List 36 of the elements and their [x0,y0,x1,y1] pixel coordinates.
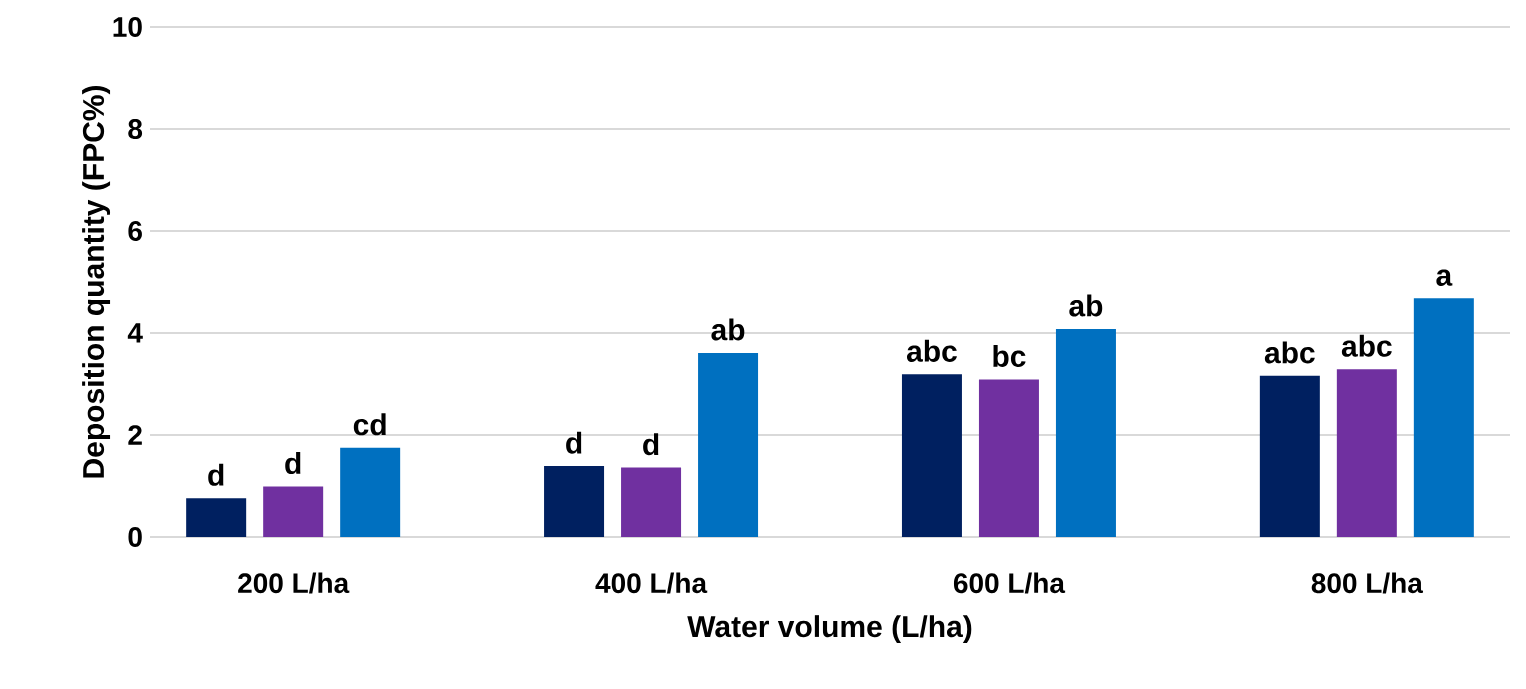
y-tick-label: 8 [128,119,143,139]
bar [901,374,962,537]
data-label: d [643,433,659,456]
x-tick-label: 200 L/ha [238,572,350,594]
bar [263,486,324,537]
data-label: ab [1069,294,1103,317]
x-tick-label: 800 L/ha [1311,572,1424,594]
bar [1336,369,1397,537]
y-axis-title: Deposition quantity (FPC%) [82,85,111,478]
data-label: abc [1341,334,1392,357]
data-label: d [285,452,301,475]
data-label: abc [906,339,957,362]
data-label: d [566,431,582,454]
bar [978,379,1039,537]
y-tick-label: 6 [128,221,142,241]
y-tick-label: 0 [128,527,142,547]
data-label: ab [711,318,745,341]
bar [544,466,605,537]
data-label: d [208,463,224,486]
bar [1259,375,1320,537]
y-tick-label: 10 [113,17,142,37]
bar [186,498,247,537]
y-tick-label: 4 [127,323,143,343]
data-label: abc [1264,341,1315,364]
bar [621,467,682,537]
x-axis-title: Water volume (L/ha) [687,615,972,644]
data-label: a [1436,269,1453,286]
y-tick-label: 2 [128,425,142,445]
bar [340,447,401,537]
bar [698,352,759,537]
data-label: cd [353,413,386,436]
x-tick-label: 400 L/ha [595,572,708,594]
x-tick-label: 600 L/ha [953,572,1066,594]
data-label: bc [993,344,1026,367]
bar [1413,298,1474,537]
bar [1055,328,1116,537]
